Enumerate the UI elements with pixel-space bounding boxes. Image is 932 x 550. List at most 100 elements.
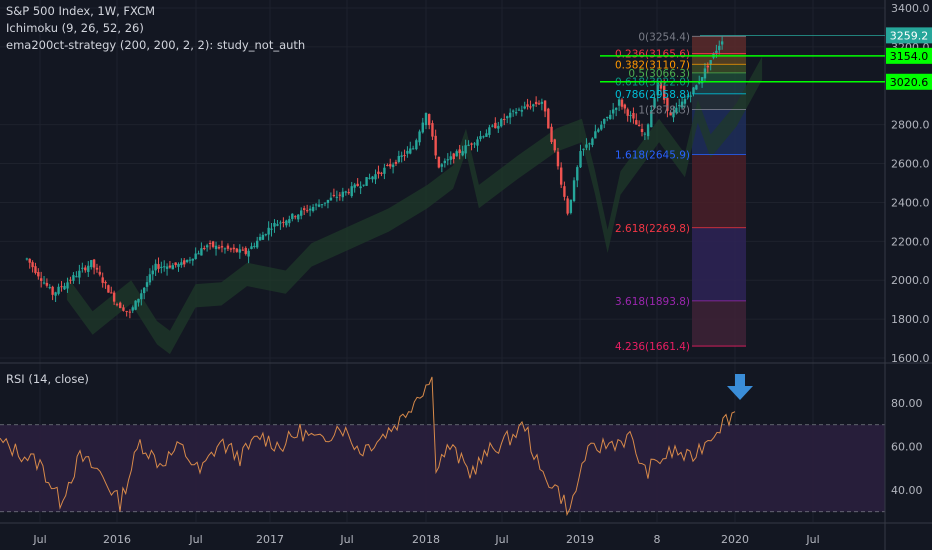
candle-body — [311, 206, 315, 211]
candle-body — [400, 155, 403, 157]
candle-body — [365, 177, 368, 186]
candle-body — [188, 259, 192, 261]
candle-body — [205, 245, 209, 248]
candle-body — [494, 122, 497, 129]
time-tick-label: Jul — [32, 533, 46, 546]
price-label-box — [886, 27, 932, 44]
ichimoku-cloud — [66, 56, 763, 355]
price-candles[interactable] — [25, 36, 724, 319]
candle-body — [532, 104, 535, 107]
candle-body — [672, 111, 675, 118]
candle-body — [485, 133, 488, 137]
fib-level-label: 0(3254.4) — [638, 31, 690, 43]
candle-body — [500, 119, 503, 127]
candle-body — [48, 287, 51, 289]
candle-body — [397, 155, 401, 162]
candle-body — [637, 124, 641, 127]
candle-body — [28, 258, 31, 263]
candle-body — [520, 110, 524, 112]
candle-body — [168, 265, 172, 268]
candle-body — [675, 107, 678, 113]
candle-body — [579, 151, 582, 168]
candle-body — [356, 183, 359, 186]
rsi-line — [0, 376, 736, 517]
fib-zone — [692, 81, 746, 94]
strategy-legend[interactable]: ema200ct-strategy (200, 200, 2, 2): stud… — [6, 38, 306, 52]
price-tick-label: 2400.0 — [891, 196, 930, 209]
rsi-tick-label: 80.00 — [891, 397, 923, 410]
candle-body — [680, 101, 684, 108]
fib-level-label: 3.618(1893.8) — [615, 296, 690, 308]
candle-body — [597, 129, 600, 132]
candle-body — [662, 85, 666, 100]
candle-body — [523, 106, 526, 109]
candle-body — [514, 111, 518, 114]
candle-body — [403, 155, 406, 157]
candle-body — [217, 247, 221, 249]
candle-body — [31, 262, 34, 268]
candle-body — [534, 101, 538, 105]
candle-body — [223, 248, 227, 250]
candle-body — [350, 186, 353, 197]
candle-body — [329, 197, 333, 201]
candle-body — [241, 249, 244, 251]
candle-body — [458, 149, 461, 154]
candle-body — [374, 174, 377, 180]
candle-body — [308, 208, 312, 211]
candle-body — [659, 82, 663, 89]
candle-body — [409, 148, 412, 154]
fib-level-label: 1(2878.3) — [638, 104, 690, 116]
candle-body — [238, 249, 242, 253]
candle-body — [482, 136, 485, 138]
symbol-title[interactable]: S&P 500 Index, 1W, FXCM — [6, 4, 156, 18]
candle-body — [247, 250, 250, 257]
candle-body — [473, 143, 476, 145]
candle-body — [576, 167, 579, 181]
candle-body — [566, 198, 569, 214]
candle-body — [137, 298, 140, 303]
candle-body — [145, 282, 149, 287]
ichimoku-legend[interactable]: Ichimoku (9, 26, 52, 26) — [6, 21, 144, 35]
candle-body — [669, 112, 672, 116]
candle-body — [128, 311, 132, 313]
candle-body — [464, 145, 467, 154]
candle-body — [431, 123, 434, 137]
candle-body — [653, 98, 656, 108]
candle-body — [131, 307, 134, 311]
candle-body — [344, 191, 347, 193]
candle-body — [506, 116, 509, 119]
candle-body — [174, 262, 177, 266]
price-tick-label: 3400.0 — [891, 2, 930, 15]
candle-body — [279, 222, 282, 224]
candle-body — [66, 282, 69, 289]
candle-body — [391, 164, 395, 168]
candle-body — [294, 216, 297, 218]
candle-body — [449, 156, 452, 160]
fib-level-label: 4.236(1661.4) — [615, 341, 690, 353]
candle-body — [703, 68, 707, 79]
rsi-legend[interactable]: RSI (14, close) — [6, 372, 89, 386]
candle-body — [446, 159, 449, 161]
candle-body — [646, 124, 650, 137]
candle-body — [125, 310, 128, 312]
candle-body — [470, 143, 473, 145]
candle-body — [267, 227, 270, 235]
fib-level-label: 0.5(3066.3) — [628, 68, 690, 80]
candle-body — [635, 120, 638, 125]
candle-body — [424, 113, 428, 126]
candle-body — [57, 286, 60, 294]
candle-body — [157, 264, 160, 269]
candle-body — [119, 302, 122, 309]
arrow-shape — [727, 374, 753, 400]
candle-body — [623, 104, 627, 109]
candle-body — [467, 144, 470, 146]
candle-body — [359, 186, 362, 189]
price-tick-label: 2800.0 — [891, 119, 930, 132]
candle-body — [165, 266, 169, 269]
rsi-pane[interactable] — [0, 376, 885, 517]
candle-body — [282, 221, 285, 223]
price-tick-label: 2600.0 — [891, 158, 930, 171]
candle-body — [258, 236, 262, 241]
